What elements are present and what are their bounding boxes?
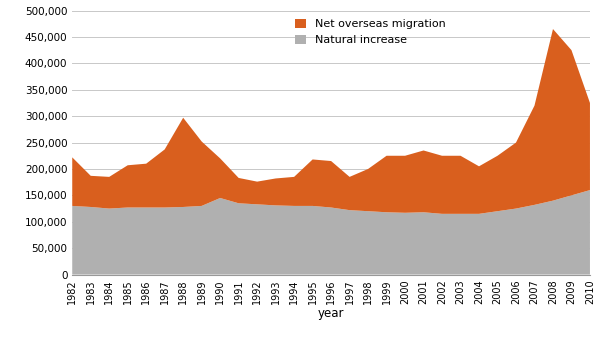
- X-axis label: year: year: [318, 307, 344, 320]
- Legend: Net overseas migration, Natural increase: Net overseas migration, Natural increase: [295, 19, 446, 45]
